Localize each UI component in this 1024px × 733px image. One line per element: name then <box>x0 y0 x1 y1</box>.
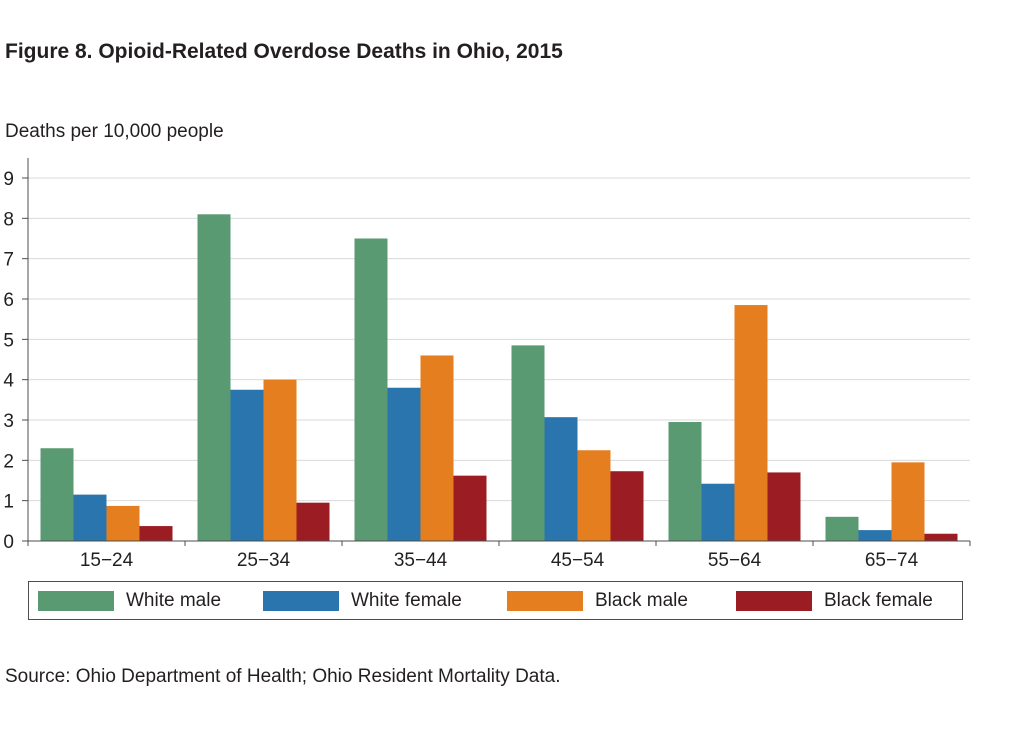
legend-swatch-white-female <box>263 590 339 611</box>
y-tick-label-3: 3 <box>3 411 14 432</box>
bar-white-female-4 <box>701 483 735 541</box>
bar-black-male-1 <box>263 379 297 541</box>
bar-black-female-2 <box>453 475 487 541</box>
chart-title: Figure 8. Opioid-Related Overdose Deaths… <box>5 40 563 63</box>
x-tick-label-1: 25−34 <box>237 550 291 571</box>
bar-black-male-5 <box>891 462 925 541</box>
x-tick-label-2: 35−44 <box>394 550 448 571</box>
legend-item-white-male: White male <box>38 582 221 619</box>
y-tick-label-5: 5 <box>3 330 14 351</box>
y-tick-label-6: 6 <box>3 290 14 311</box>
bar-black-female-0 <box>139 526 173 541</box>
legend: White male White female Black male Black… <box>28 581 963 620</box>
bar-black-male-0 <box>106 505 140 541</box>
y-tick-label-1: 1 <box>3 492 14 513</box>
bar-black-female-1 <box>296 502 330 541</box>
bar-white-female-0 <box>73 494 107 541</box>
y-tick-label-8: 8 <box>3 209 14 230</box>
bar-black-female-3 <box>610 471 644 541</box>
x-tick-label-0: 15−24 <box>80 550 134 571</box>
y-tick-label-9: 9 <box>3 169 14 190</box>
bar-white-female-3 <box>544 417 578 541</box>
legend-item-black-male: Black male <box>507 582 688 619</box>
bar-white-male-1 <box>197 214 231 542</box>
bar-white-female-5 <box>858 530 892 541</box>
x-tick-label-5: 65−74 <box>865 550 919 571</box>
legend-label-black-female: Black female <box>824 589 933 611</box>
y-tick-label-7: 7 <box>3 250 14 271</box>
bar-white-male-5 <box>825 516 859 541</box>
y-axis-unit-label: Deaths per 10,000 people <box>5 121 224 142</box>
legend-label-white-male: White male <box>126 589 222 611</box>
legend-label-black-male: Black male <box>595 589 688 611</box>
legend-swatch-white-male <box>38 590 114 611</box>
source-note: Source: Ohio Department of Health; Ohio … <box>5 666 561 687</box>
bar-black-male-4 <box>734 305 768 541</box>
legend-swatch-black-male <box>507 590 583 611</box>
legend-item-black-female: Black female <box>736 582 933 619</box>
bar-white-female-2 <box>387 387 421 541</box>
x-tick-label-3: 45−54 <box>551 550 605 571</box>
y-tick-label-4: 4 <box>3 371 14 392</box>
y-tick-label-0: 0 <box>3 532 14 553</box>
bar-black-female-4 <box>767 472 801 541</box>
bar-white-male-3 <box>511 345 545 541</box>
x-tick-label-4: 55−64 <box>708 550 762 571</box>
legend-item-white-female: White female <box>263 582 462 619</box>
bar-black-male-2 <box>420 355 454 541</box>
bar-black-male-3 <box>577 450 611 541</box>
bar-white-female-1 <box>230 389 264 541</box>
legend-label-white-female: White female <box>351 589 462 611</box>
bar-black-female-5 <box>924 533 958 541</box>
legend-swatch-black-female <box>736 590 812 611</box>
bar-white-male-4 <box>668 422 702 541</box>
bar-white-male-2 <box>354 238 388 541</box>
y-tick-label-2: 2 <box>3 451 14 472</box>
bar-white-male-0 <box>40 448 74 541</box>
